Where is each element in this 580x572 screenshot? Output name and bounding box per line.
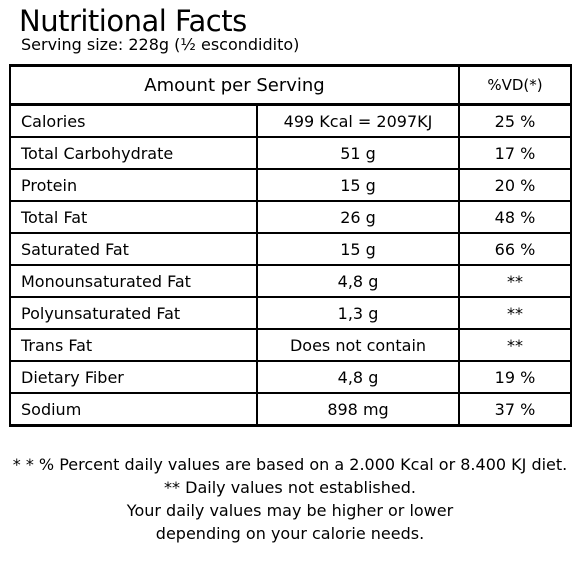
table-row: Total Fat 26 g 48 % [9,200,572,234]
header-daily-value: %VD(*) [458,64,572,106]
serving-size: Serving size: 228g (½ escondidito) [21,35,300,54]
header-amount-per-serving: Amount per Serving [9,64,460,106]
nutrient-daily-value: 17 % [458,136,572,170]
nutrient-name: Protein [9,168,258,202]
nutrient-amount: 898 mg [256,392,460,427]
nutrient-name: Saturated Fat [9,232,258,266]
nutrient-daily-value: 48 % [458,200,572,234]
nutrient-amount: 4,8 g [256,264,460,298]
footnotes: * * % Percent daily values are based on … [0,453,580,545]
table-row: Total Carbohydrate 51 g 17 % [9,136,572,170]
nutrient-daily-value: 37 % [458,392,572,427]
table-row: Calories 499 Kcal = 2097KJ 25 % [9,103,572,138]
label-title: Nutritional Facts [19,4,247,38]
table-header-row: Amount per Serving %VD(*) [9,64,572,106]
table-row: Saturated Fat 15 g 66 % [9,232,572,266]
nutrient-daily-value: ** [458,296,572,330]
table-row: Monounsaturated Fat 4,8 g ** [9,264,572,298]
nutrient-amount: 15 g [256,232,460,266]
nutrient-name: Polyunsaturated Fat [9,296,258,330]
nutrient-amount: 1,3 g [256,296,460,330]
table-row: Sodium 898 mg 37 % [9,392,572,427]
nutrient-daily-value: 19 % [458,360,572,394]
nutrient-amount: 4,8 g [256,360,460,394]
nutrient-amount: 15 g [256,168,460,202]
table-row: Trans Fat Does not contain ** [9,328,572,362]
nutrient-daily-value: ** [458,264,572,298]
nutrient-amount: 51 g [256,136,460,170]
table-row: Protein 15 g 20 % [9,168,572,202]
nutrient-amount: 26 g [256,200,460,234]
nutrient-name: Dietary Fiber [9,360,258,394]
nutrient-daily-value: ** [458,328,572,362]
nutrient-daily-value: 25 % [458,103,572,138]
nutrient-name: Calories [9,103,258,138]
nutrient-name: Total Fat [9,200,258,234]
footnote-calorie-needs: depending on your calorie needs. [155,524,425,543]
nutrition-table: Amount per Serving %VD(*) Calories 499 K… [9,64,572,427]
footnote-not-established: ** Daily values not established. [164,478,416,497]
nutrient-daily-value: 66 % [458,232,572,266]
nutrient-name: Monounsaturated Fat [9,264,258,298]
nutrient-name: Sodium [9,392,258,427]
nutrient-amount: 499 Kcal = 2097KJ [256,103,460,138]
nutrient-amount: Does not contain [256,328,460,362]
footnote-daily-values-basis: * * % Percent daily values are based on … [12,455,568,474]
table-row: Dietary Fiber 4,8 g 19 % [9,360,572,394]
nutrient-daily-value: 20 % [458,168,572,202]
nutrient-name: Trans Fat [9,328,258,362]
table-row: Polyunsaturated Fat 1,3 g ** [9,296,572,330]
footnote-higher-or-lower: Your daily values may be higher or lower [126,501,454,520]
nutrient-name: Total Carbohydrate [9,136,258,170]
